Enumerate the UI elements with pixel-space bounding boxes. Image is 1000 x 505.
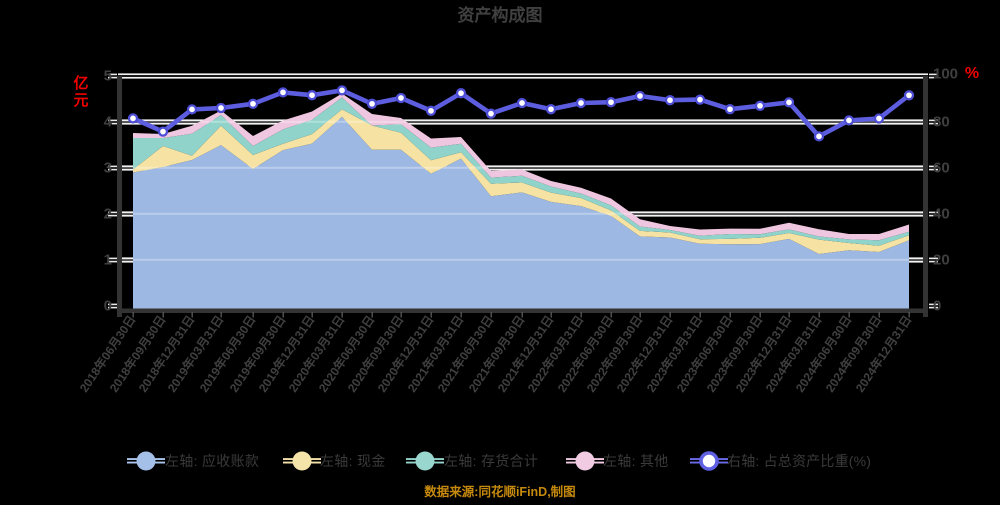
svg-text:0: 0 [104, 298, 112, 315]
svg-text:40: 40 [933, 206, 950, 223]
svg-text:左轴: 存货合计: 左轴: 存货合计 [444, 453, 538, 469]
svg-text:左轴: 其他: 左轴: 其他 [603, 453, 669, 469]
svg-text:0: 0 [933, 298, 941, 315]
svg-text:数据来源:同花顺iFinD,制图: 数据来源:同花顺iFinD,制图 [423, 484, 575, 499]
svg-text:80: 80 [933, 114, 950, 131]
svg-text:亿: 亿 [73, 74, 88, 92]
svg-text:资产构成图: 资产构成图 [458, 5, 543, 25]
svg-text:左轴: 现金: 左轴: 现金 [320, 453, 386, 469]
svg-text:2: 2 [104, 206, 112, 223]
svg-text:20: 20 [933, 252, 950, 269]
svg-text:元: 元 [73, 92, 88, 109]
svg-text:1: 1 [104, 252, 112, 269]
svg-text:右轴: 占总资产比重(%): 右轴: 占总资产比重(%) [727, 453, 871, 469]
svg-text:4: 4 [104, 114, 113, 131]
svg-text:%: % [965, 65, 979, 82]
svg-text:左轴: 应收账款: 左轴: 应收账款 [165, 453, 259, 469]
svg-text:60: 60 [933, 160, 950, 177]
svg-text:3: 3 [104, 160, 112, 177]
svg-text:5: 5 [104, 68, 112, 85]
svg-text:100: 100 [933, 66, 958, 83]
